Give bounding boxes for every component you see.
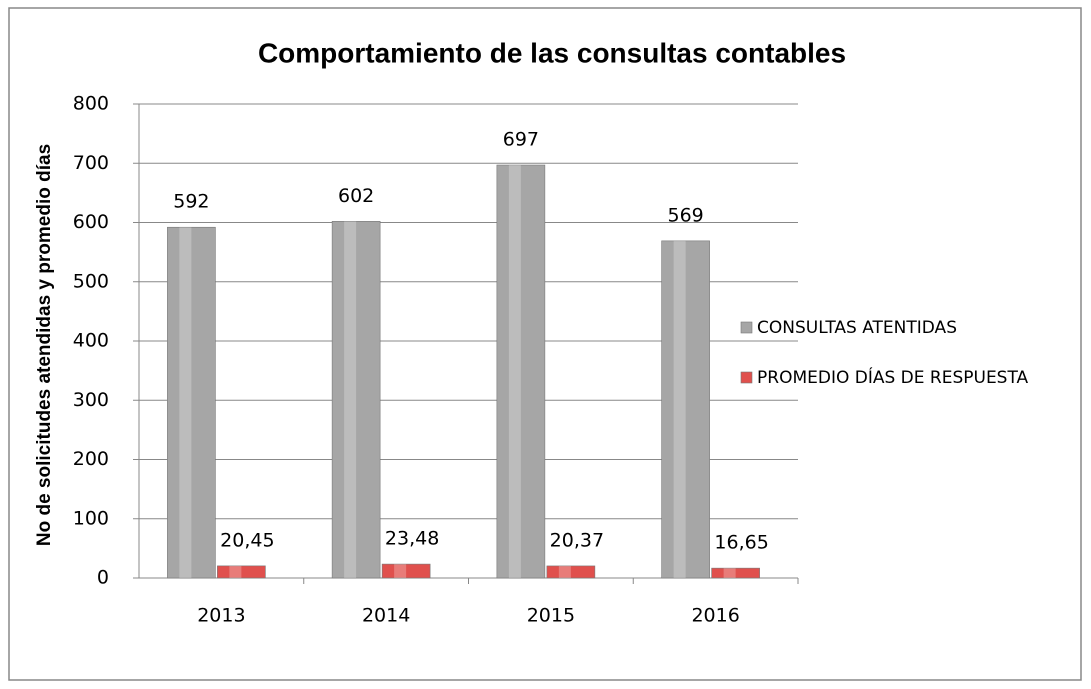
- value-label: 569: [667, 204, 703, 226]
- value-label: 697: [503, 129, 539, 151]
- legend-label: CONSULTAS ATENTIDAS: [757, 318, 957, 338]
- bar-highlight: [229, 565, 242, 578]
- x-tick-label: 2014: [362, 605, 410, 627]
- bar: [496, 164, 546, 579]
- legend-swatch: [740, 371, 753, 384]
- value-label: 20,37: [550, 529, 604, 551]
- value-label: 602: [338, 185, 374, 207]
- value-label: 16,65: [714, 532, 768, 554]
- bar: [167, 226, 216, 579]
- y-tick-label: 100: [73, 507, 109, 529]
- y-tick-label: 0: [97, 567, 109, 589]
- y-tick-label: 200: [73, 448, 109, 470]
- bar-highlight: [394, 564, 407, 578]
- x-tick-label: 2015: [527, 605, 575, 627]
- bar-highlight: [179, 227, 192, 579]
- bar-highlight: [558, 565, 571, 578]
- y-tick-label: 400: [73, 330, 109, 352]
- bar: [331, 221, 381, 579]
- y-tick-label: 800: [73, 93, 109, 115]
- bar: [217, 565, 266, 579]
- x-tick-label: 2013: [197, 605, 245, 627]
- bar: [661, 240, 710, 579]
- bar: [711, 567, 760, 579]
- bar-highlight: [508, 165, 521, 578]
- x-tick-label: 2016: [691, 605, 739, 627]
- value-label: 20,45: [220, 529, 274, 551]
- value-label: 23,48: [385, 528, 439, 550]
- legend-label: PROMEDIO DÍAS DE RESPUESTA: [757, 366, 1029, 388]
- bar-highlight: [673, 240, 686, 578]
- bar-highlight: [344, 221, 357, 578]
- bar: [546, 565, 596, 579]
- bar: [381, 563, 431, 579]
- y-tick-label: 300: [73, 389, 109, 411]
- bar-highlight: [723, 568, 736, 578]
- chart-title: Comportamiento de las consultas contable…: [258, 37, 846, 68]
- y-axis-title: No de solicitudes atendidas y promedio d…: [34, 144, 55, 546]
- value-label: 592: [173, 191, 209, 213]
- y-tick-label: 600: [73, 211, 109, 233]
- y-tick-label: 500: [73, 270, 109, 292]
- y-tick-label: 700: [73, 152, 109, 174]
- legend-swatch: [740, 321, 753, 334]
